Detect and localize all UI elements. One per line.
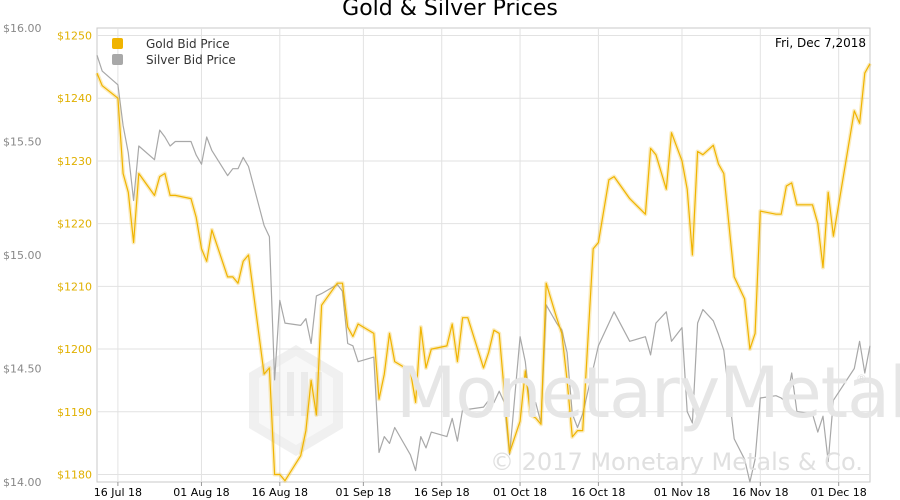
x-axis-tick-label: 01 Dec 18: [811, 486, 867, 499]
x-axis-tick-label: 01 Sep 18: [336, 486, 392, 499]
series-line-silver: [96, 55, 871, 483]
y-axis-gold-tick-label: $1240: [57, 92, 92, 105]
date-label: Fri, Dec 7,2018: [775, 36, 866, 50]
watermark-registered-mark: ®: [856, 372, 867, 385]
plot-frame: [96, 27, 871, 483]
copyright-text: © 2017 Monetary Metals & Co.: [490, 448, 863, 476]
chart-title: Gold & Silver Prices: [342, 0, 558, 21]
y-axis-gold-tick-label: $1250: [57, 30, 92, 43]
y-axis-gold-tick-label: $1220: [57, 218, 92, 231]
x-axis-tick-label: 16 Oct 18: [571, 486, 625, 499]
legend-label-gold: Gold Bid Price: [146, 37, 230, 51]
y-axis-silver-tick-label: $14.50: [3, 363, 42, 376]
y-axis-silver-tick-label: $14.00: [3, 476, 42, 489]
x-axis-tick-label: 01 Oct 18: [493, 486, 547, 499]
y-axis-silver-tick-label: $15.50: [3, 136, 42, 149]
legend-swatch-gold: [112, 38, 123, 49]
y-axis-gold-tick-label: $1180: [57, 468, 92, 481]
x-axis-tick-label: 01 Nov 18: [654, 486, 710, 499]
series-line-gold: [96, 63, 871, 482]
x-axis-tick-label: 16 Nov 18: [732, 486, 788, 499]
legend-label-silver: Silver Bid Price: [146, 53, 236, 67]
y-axis-gold-tick-label: $1210: [57, 280, 92, 293]
y-axis-gold-tick-label: $1200: [57, 343, 92, 356]
y-axis-silver-tick-label: $15.00: [3, 249, 42, 262]
y-axis-silver-tick-label: $16.00: [3, 22, 42, 35]
x-axis-tick-label: 16 Sep 18: [414, 486, 470, 499]
legend-swatch-silver: [112, 54, 123, 65]
x-axis-tick-label: 16 Aug 18: [252, 486, 308, 499]
y-axis-gold-tick-label: $1230: [57, 155, 92, 168]
x-axis-tick-label: 01 Aug 18: [173, 486, 229, 499]
watermark-text: MonetaryMetals: [396, 352, 900, 434]
x-axis-tick-label: 16 Jul 18: [94, 486, 142, 499]
y-axis-gold-tick-label: $1190: [57, 406, 92, 419]
